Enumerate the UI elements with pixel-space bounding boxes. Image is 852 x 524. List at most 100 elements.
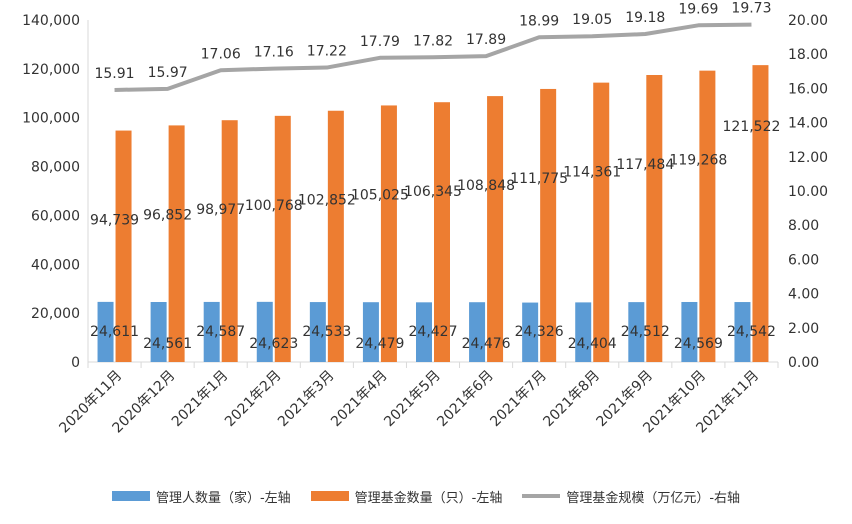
chart-svg: 0 20,000 40,000 60,000 80,000 100,000 120,000 1… <box>22 1 828 437</box>
y-right-tick-label: 6.00 <box>788 252 819 268</box>
bar-fund-count <box>540 88 557 362</box>
data-label-fund-count: 111,775 <box>510 171 568 187</box>
data-label-fund-scale: 17.06 <box>201 46 241 62</box>
bar-fund-count <box>168 125 185 362</box>
data-label-managers: 24,427 <box>409 324 458 340</box>
data-label-fund-scale: 17.89 <box>466 32 506 48</box>
data-label-managers: 24,587 <box>196 324 245 340</box>
bar-managers <box>362 302 379 362</box>
y-left-tick-label: 40,000 <box>31 257 80 273</box>
x-tick-label: 2021年5月 <box>381 368 444 431</box>
data-label-fund-count: 98,977 <box>196 202 245 218</box>
y-left-tick-label: 20,000 <box>31 306 80 322</box>
bar-fund-count <box>274 115 291 363</box>
legend-swatch-fund-scale <box>522 494 561 498</box>
y-right-tick-label: 14.00 <box>788 116 828 132</box>
x-tick-label: 2021年6月 <box>434 368 497 431</box>
y-right-tick-label: 16.00 <box>788 81 828 97</box>
bar-fund-count <box>487 96 504 362</box>
y-left-tick-label: 80,000 <box>31 160 80 176</box>
legend-label-managers: 管理人数量（家）-左轴 <box>155 490 291 506</box>
x-tick-label: 2021年8月 <box>540 368 603 431</box>
legend-item-fund-scale: 管理基金规模（万亿元）-右轴 <box>522 487 740 506</box>
y-left-tick-label: 100,000 <box>22 111 80 127</box>
y-right-tick-label: 18.00 <box>788 47 828 63</box>
data-label-fund-count: 102,852 <box>298 193 356 209</box>
bar-fund-count <box>593 82 610 362</box>
data-label-managers: 24,479 <box>355 336 404 352</box>
y-right-tick-label: 12.00 <box>788 150 828 166</box>
x-tick-label: 2021年7月 <box>487 368 550 431</box>
legend-swatch-fund-count <box>310 491 349 501</box>
data-label-fund-scale: 17.82 <box>413 33 453 49</box>
y-left-tick-label: 60,000 <box>31 208 80 224</box>
data-label-managers: 24,623 <box>249 336 298 352</box>
bar-managers <box>150 302 167 362</box>
data-label-managers: 24,542 <box>727 324 776 340</box>
bar-managers <box>416 302 432 362</box>
data-label-fund-scale: 15.91 <box>94 66 134 82</box>
bar-managers <box>203 301 220 362</box>
x-tick-label: 2021年1月 <box>169 368 232 431</box>
bar-fund-count <box>221 120 238 363</box>
data-label-fund-scale: 19.05 <box>572 12 612 28</box>
bar-managers <box>469 302 486 362</box>
bar-fund-count <box>434 102 450 362</box>
data-label-fund-count: 108,848 <box>457 178 515 194</box>
data-label-fund-count: 121,522 <box>723 119 781 135</box>
x-tick-label: 2021年4月 <box>328 368 391 431</box>
data-label-managers: 24,404 <box>568 336 617 352</box>
data-label-fund-count: 100,768 <box>245 198 303 214</box>
legend-swatch-managers <box>111 491 150 501</box>
data-label-fund-scale: 17.79 <box>360 34 400 50</box>
data-label-fund-scale: 19.73 <box>731 1 771 17</box>
bar-fund-count <box>115 130 132 362</box>
legend-label-fund-scale: 管理基金规模（万亿元）-右轴 <box>566 490 741 506</box>
y-left-tick-label: 0 <box>71 355 80 371</box>
data-label-fund-count: 96,852 <box>143 207 192 223</box>
data-label-fund-scale: 15.97 <box>148 65 188 81</box>
legend-item-fund-count: 管理基金数量（只）-左轴 <box>310 487 503 506</box>
bar-managers <box>97 301 114 362</box>
bar-managers <box>575 302 592 362</box>
legend: 管理人数量（家）-左轴 管理基金数量（只）-左轴 管理基金规模（万亿元）-右轴 <box>0 484 852 508</box>
x-tick-label: 2021年2月 <box>222 368 285 431</box>
data-label-managers: 24,512 <box>621 324 670 340</box>
data-label-fund-count: 119,268 <box>669 153 727 169</box>
y-right-tick-label: 0.00 <box>788 355 819 371</box>
data-label-fund-scale: 19.69 <box>678 1 718 17</box>
y-left-tick-label: 120,000 <box>22 62 80 78</box>
data-label-managers: 24,533 <box>302 324 351 340</box>
legend-item-managers: 管理人数量（家）-左轴 <box>111 487 291 506</box>
bar-managers <box>628 302 645 362</box>
bar-managers <box>522 302 539 362</box>
data-label-managers: 24,326 <box>515 324 564 340</box>
bar-fund-count <box>699 70 716 362</box>
bar-fund-count <box>752 65 769 363</box>
data-label-managers: 24,561 <box>143 336 192 352</box>
x-tick-label: 2021年3月 <box>275 368 338 431</box>
data-label-fund-scale: 17.16 <box>254 45 294 61</box>
data-label-fund-count: 106,345 <box>404 184 462 200</box>
bar-managers <box>309 302 326 362</box>
data-label-fund-scale: 18.99 <box>519 13 559 29</box>
line-fund-scale <box>114 22 752 92</box>
y-right-tick-label: 10.00 <box>788 184 828 200</box>
data-label-managers: 24,569 <box>674 336 723 352</box>
bar-managers <box>256 301 273 362</box>
data-label-fund-count: 105,025 <box>351 187 409 203</box>
y-right-tick-label: 2.00 <box>788 321 819 337</box>
data-label-fund-scale: 17.22 <box>307 44 347 60</box>
data-label-fund-count: 117,484 <box>616 157 674 173</box>
data-label-fund-count: 114,361 <box>563 165 621 181</box>
data-label-fund-count: 94,739 <box>90 213 139 229</box>
y-right-tick-label: 8.00 <box>788 218 819 234</box>
data-label-managers: 24,611 <box>90 324 139 340</box>
bar-fund-count <box>327 110 344 362</box>
data-label-fund-scale: 19.18 <box>625 10 665 26</box>
y-left-tick-label: 140,000 <box>22 13 80 29</box>
legend-label-fund-count: 管理基金数量（只）-左轴 <box>354 490 503 506</box>
bar-fund-count <box>646 75 663 363</box>
y-right-tick-label: 20.00 <box>788 13 828 29</box>
